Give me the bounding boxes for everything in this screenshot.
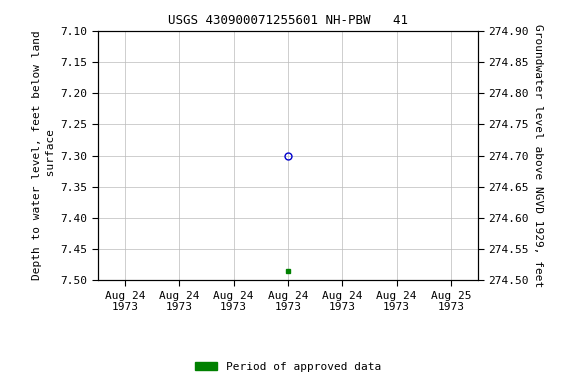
Y-axis label: Depth to water level, feet below land
 surface: Depth to water level, feet below land su…: [32, 31, 56, 280]
Legend: Period of approved data: Period of approved data: [191, 358, 385, 377]
Title: USGS 430900071255601 NH-PBW   41: USGS 430900071255601 NH-PBW 41: [168, 14, 408, 27]
Y-axis label: Groundwater level above NGVD 1929, feet: Groundwater level above NGVD 1929, feet: [533, 24, 543, 287]
